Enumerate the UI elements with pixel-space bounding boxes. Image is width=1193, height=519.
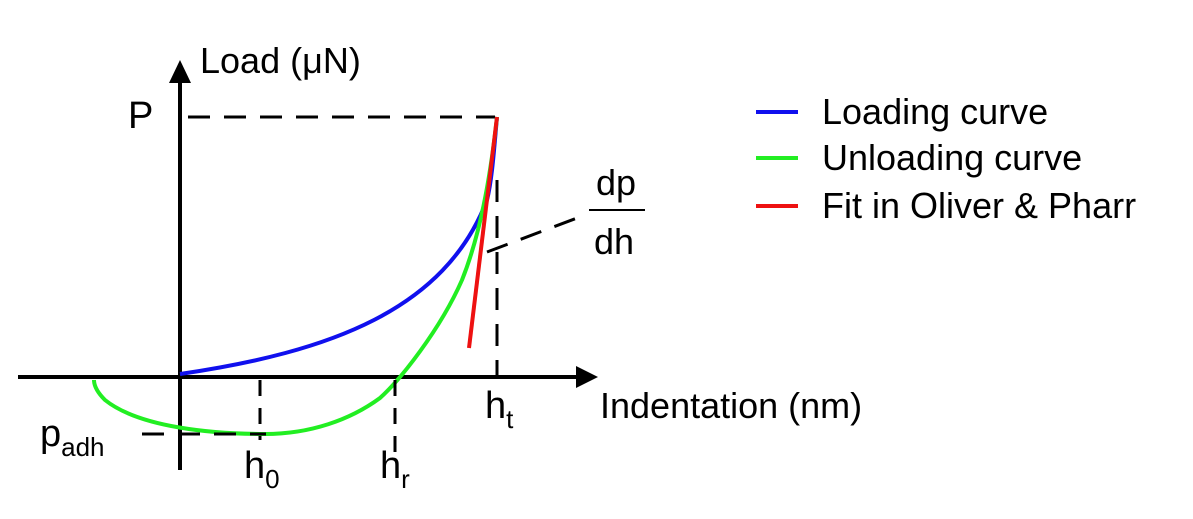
unloading-curve [92, 116, 499, 437]
oliver-pharr-fit-line [467, 116, 499, 349]
y-axis-arrow-icon [169, 60, 191, 83]
p-max-label: P [128, 95, 153, 137]
y-axis-label: Load (μN) [200, 40, 361, 81]
slope-denominator: dh [594, 221, 634, 262]
legend-label-fit: Fit in Oliver & Pharr [822, 185, 1136, 226]
h0-label: h0 [244, 445, 280, 494]
x-axis-arrow-icon [576, 366, 598, 388]
hr-label: hr [380, 445, 410, 494]
x-axis-label: Indentation (nm) [600, 385, 862, 426]
p-adh-label: padh [40, 413, 105, 462]
legend-label-unloading: Unloading curve [822, 137, 1082, 178]
slope-leader-line [486, 213, 586, 254]
legend: Loading curve Unloading curve Fit in Oli… [756, 91, 1136, 226]
loading-curve [179, 116, 499, 376]
legend-label-loading: Loading curve [822, 91, 1048, 132]
ht-label: ht [485, 385, 514, 434]
slope-numerator: dp [596, 162, 636, 203]
